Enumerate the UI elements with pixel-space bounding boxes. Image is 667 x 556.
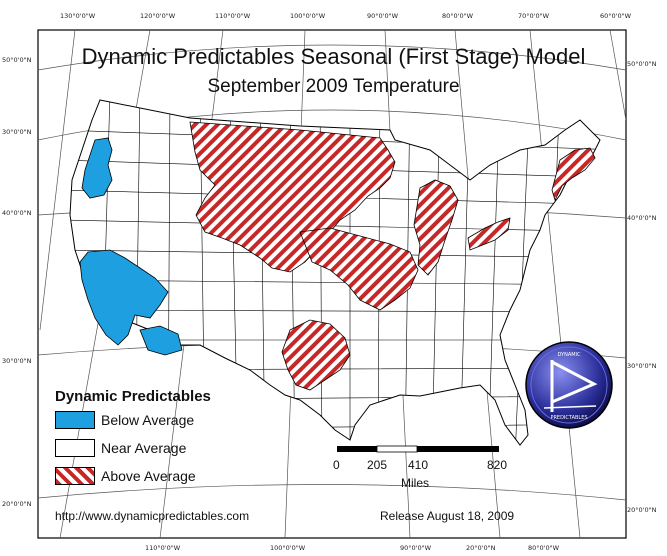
map-neatline <box>37 29 627 539</box>
legend-label: Above Average <box>101 468 196 484</box>
lat-label-left: 50°0'0"N <box>2 56 32 64</box>
lat-label-left: 30°0'0"N <box>2 128 32 136</box>
lat-label-right: 40°0'0"N <box>627 214 657 222</box>
region-texas-above <box>281 319 351 391</box>
region-plains-above <box>299 227 419 311</box>
scale-tick-label: 820 <box>487 458 508 472</box>
dynamic-predictables-logo-icon: DYNAMIC PREDICTABLES <box>525 341 613 429</box>
legend-item-below: Below Average <box>55 410 194 430</box>
lat-label-left: 20°0'0"N <box>2 500 32 508</box>
scale-bar <box>337 445 499 453</box>
lat-label-left: 40°0'0"N <box>2 209 32 217</box>
map-legend: Dynamic Predictables Below Average Near … <box>55 388 255 485</box>
map-title: Dynamic Predictables Seasonal (First Sta… <box>81 44 586 69</box>
legend-label: Near Average <box>101 440 187 456</box>
lon-label-top: 120°0'0"W <box>140 12 176 20</box>
legend-item-above: Above Average <box>55 466 196 486</box>
above-average-regions <box>189 121 596 391</box>
logo-text-bottom: PREDICTABLES <box>550 415 587 421</box>
region-new-england-above <box>551 147 596 202</box>
legend-swatch-above <box>55 467 95 485</box>
lon-label-top: 70°0'0"W <box>518 12 549 20</box>
legend-label: Below Average <box>101 412 195 428</box>
lat-label-right: 20°0'0"N <box>627 506 657 514</box>
lon-label-top: 110°0'0"W <box>215 12 251 20</box>
lon-label-bottom: 20°0'0"N <box>466 544 496 552</box>
region-arizona-below <box>139 325 183 356</box>
release-date: Release August 18, 2009 <box>380 509 515 523</box>
lon-label-top: 90°0'0"W <box>367 12 398 20</box>
scale-bar-unit: Miles <box>401 476 430 490</box>
lon-label-top: 130°0'0"W <box>60 12 96 20</box>
scale-bar-labels: 0 205 410 820 <box>330 458 520 474</box>
lon-label-bottom: 80°0'0"W <box>528 544 559 552</box>
legend-item-near: Near Average <box>55 438 186 458</box>
lon-label-top: 100°0'0"W <box>290 12 326 20</box>
region-north-central-above <box>189 121 396 273</box>
lon-label-bottom: 110°0'0"W <box>145 544 181 552</box>
legend-swatch-below <box>55 411 95 429</box>
footer-url: http://www.dynamicpredictables.com <box>55 509 250 523</box>
lat-label-right: 50°0'0"N <box>627 60 657 68</box>
region-northwest-below <box>81 137 113 199</box>
region-southwest-below <box>79 249 169 346</box>
scale-tick-label: 0 <box>333 458 340 472</box>
lon-label-bottom: 100°0'0"W <box>270 544 306 552</box>
scale-tick-label: 205 <box>367 458 388 472</box>
map-subtitle: September 2009 Temperature <box>207 76 460 97</box>
lon-label-top: 80°0'0"W <box>442 12 473 20</box>
legend-swatch-near <box>55 439 95 457</box>
region-great-lakes-above <box>413 179 459 276</box>
lon-label-top: 60°0'0"W <box>600 12 631 20</box>
below-average-regions <box>79 137 183 356</box>
lat-label-left: 30°0'0"N <box>2 357 32 365</box>
lat-label-right: 30°0'0"N <box>627 362 657 370</box>
lon-label-bottom: 90°0'0"W <box>400 544 431 552</box>
scale-tick-label: 410 <box>408 458 429 472</box>
logo-text-top: DYNAMIC <box>557 352 581 358</box>
legend-title: Dynamic Predictables <box>55 388 211 405</box>
region-mid-atlantic-above <box>467 217 511 251</box>
